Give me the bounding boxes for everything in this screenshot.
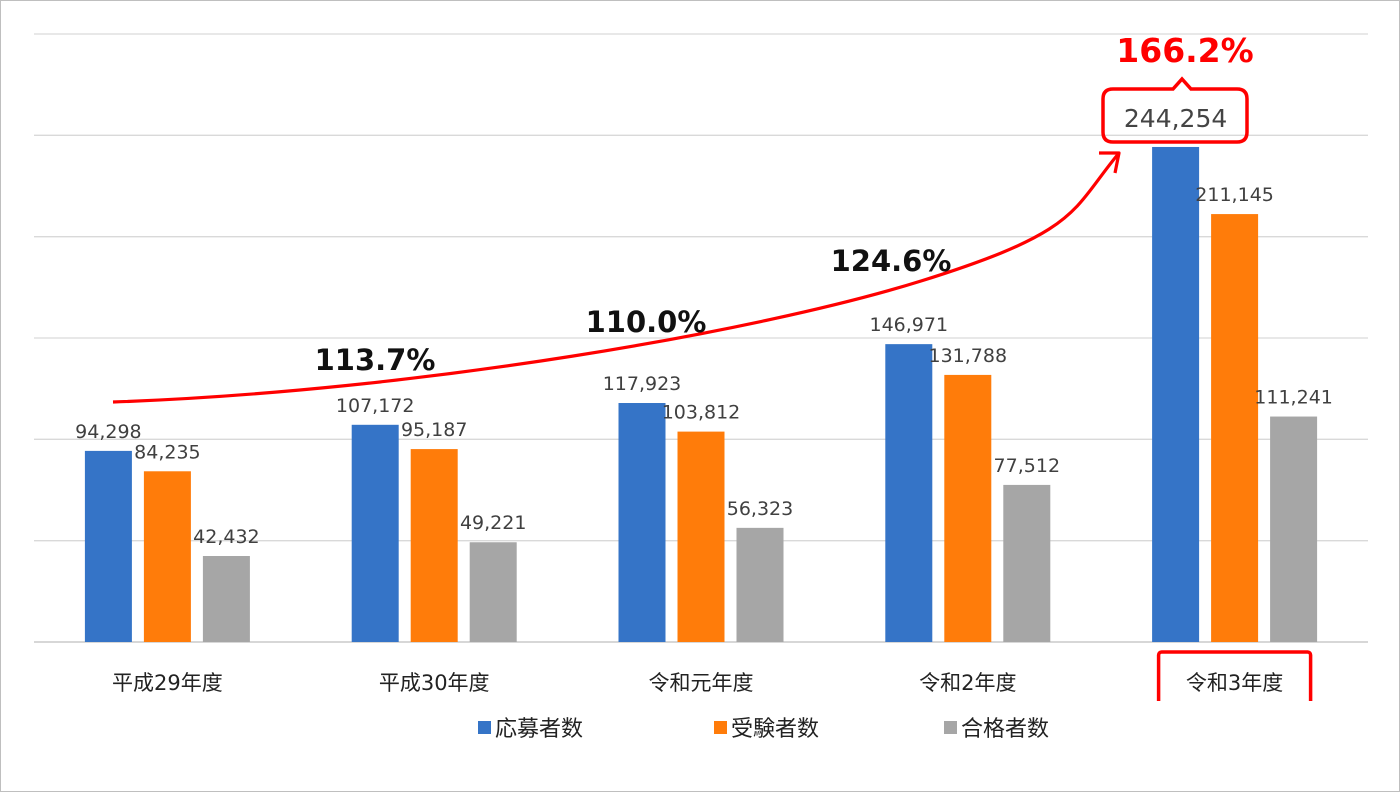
bar <box>202 556 250 642</box>
data-label: 94,298 <box>75 421 141 443</box>
legend-label: 受験者数 <box>731 717 820 742</box>
legend-item: 応募者数 <box>478 711 714 743</box>
bar <box>1211 214 1259 642</box>
trend-arrow <box>112 151 1121 404</box>
bar <box>351 424 399 642</box>
bar <box>469 542 517 642</box>
x-tick-label: 令和3年度 <box>1186 671 1283 695</box>
growth-label: 110.0% <box>586 305 707 339</box>
bars <box>84 146 1318 642</box>
bar <box>1003 484 1051 642</box>
data-label: 131,788 <box>929 345 1008 367</box>
data-label: 117,923 <box>603 373 682 395</box>
growth-label: 124.6% <box>831 244 952 278</box>
highlight-box <box>1156 650 1313 701</box>
data-label: 49,221 <box>460 512 526 534</box>
bar <box>885 344 933 642</box>
bar <box>677 431 725 642</box>
legend-item: 受験者数 <box>714 711 944 743</box>
growth-label: 113.7% <box>315 343 436 377</box>
bar <box>1270 416 1318 642</box>
growth-label: 166.2% <box>1116 31 1253 70</box>
data-label: 95,187 <box>401 419 467 441</box>
legend: 応募者数 受験者数 合格者数 <box>478 712 1049 742</box>
data-label: 111,241 <box>1254 387 1333 409</box>
bar <box>1152 146 1200 642</box>
growth-annotations: 244,254 113.7% 110.0% 124.6% 166.2% <box>112 31 1254 404</box>
legend-swatch <box>714 720 727 734</box>
x-tick-label: 令和2年度 <box>919 671 1016 695</box>
data-label: 107,172 <box>336 395 415 417</box>
data-label: 211,145 <box>1195 184 1274 206</box>
legend-item: 合格者数 <box>944 711 1049 743</box>
bar <box>84 450 132 642</box>
bar <box>944 374 992 642</box>
data-label: 146,971 <box>870 314 949 336</box>
data-label: 84,235 <box>134 441 200 463</box>
data-label: 42,432 <box>193 526 259 548</box>
x-tick-label: 平成30年度 <box>379 671 490 695</box>
x-tick-labels: 平成29年度 平成30年度 令和元年度 令和2年度 令和3年度 <box>112 650 1313 701</box>
data-label: 77,512 <box>994 455 1060 477</box>
x-tick-label: 平成29年度 <box>112 671 223 695</box>
legend-swatch <box>478 720 491 734</box>
bar <box>143 471 191 642</box>
legend-label: 応募者数 <box>495 717 584 742</box>
legend-swatch <box>944 720 957 734</box>
data-label: 244,254 <box>1124 104 1227 133</box>
data-label: 56,323 <box>727 498 793 520</box>
bar <box>736 527 784 642</box>
bar <box>410 449 458 642</box>
legend-label: 合格者数 <box>961 717 1050 742</box>
x-tick-label: 令和元年度 <box>649 671 754 695</box>
bar <box>618 403 666 642</box>
data-label: 103,812 <box>662 402 741 424</box>
trend-arrowhead <box>1099 151 1121 174</box>
callout-box <box>1101 76 1249 144</box>
